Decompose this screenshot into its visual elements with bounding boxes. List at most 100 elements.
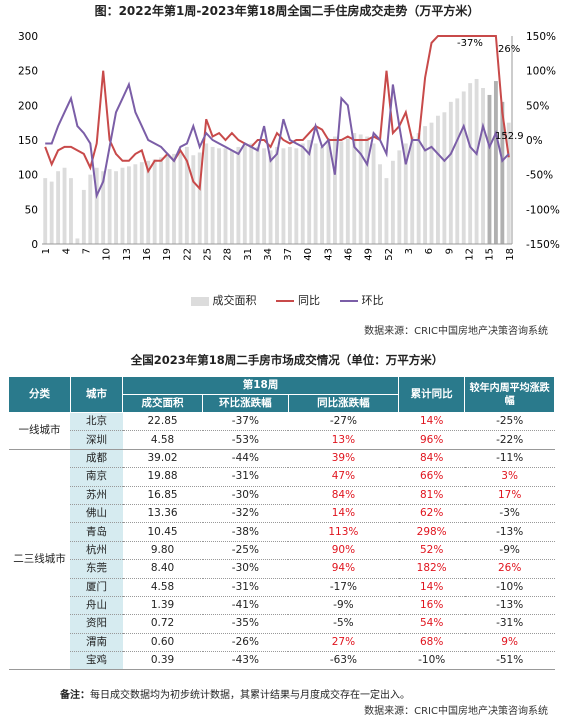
area-bar xyxy=(416,133,421,244)
yoy-cell: 113% xyxy=(288,522,399,542)
area-bar xyxy=(313,143,318,244)
area-bar xyxy=(236,146,241,244)
x-tick-label: 1 xyxy=(41,248,52,254)
wow-cell: -38% xyxy=(202,522,289,542)
yoy-cell: -27% xyxy=(288,412,399,432)
area-bar xyxy=(217,148,221,244)
area-bar xyxy=(94,167,99,244)
table-note: 备注：每日成交数据均为初步统计数据，其累计结果与月度成交存在一定出入。 xyxy=(60,686,410,701)
avg-cell: 26% xyxy=(464,559,555,579)
avg-cell: 3% xyxy=(464,467,555,487)
area-bar xyxy=(69,178,73,244)
header-avg: 较年内周平均涨跌幅 xyxy=(464,376,555,413)
cum-cell: 66% xyxy=(398,467,465,487)
area-cell: 0.60 xyxy=(122,633,203,653)
area-bar xyxy=(172,153,176,244)
area-bar xyxy=(358,134,363,244)
wow-cell: -32% xyxy=(202,504,289,524)
area-bar xyxy=(448,101,453,244)
x-tick-label: 9 xyxy=(444,248,455,254)
area-cell: 4.58 xyxy=(122,578,203,597)
x-tick-label: 49 xyxy=(364,248,375,261)
wow-cell: -37% xyxy=(202,412,289,432)
wow-cell: -30% xyxy=(202,559,289,579)
area-bar xyxy=(184,146,189,244)
legend-wow-label: 环比 xyxy=(361,294,384,307)
area-bar xyxy=(159,157,164,244)
area-bar xyxy=(481,88,485,244)
note-label: 备注： xyxy=(60,690,90,701)
area-bar xyxy=(178,152,183,244)
area-bar xyxy=(210,146,215,244)
city-table: 分类 城市 第18周 累计同比 较年内周平均涨跌幅 成交面积 环比涨跌幅 同比涨… xyxy=(8,376,555,671)
city-cell: 舟山 xyxy=(70,596,123,616)
city-cell: 青岛 xyxy=(70,522,123,542)
area-bar xyxy=(120,167,125,244)
area-cell: 1.39 xyxy=(122,596,203,616)
right-tick-label: 150% xyxy=(526,31,556,43)
right-tick-label: -100% xyxy=(526,204,560,216)
area-bar xyxy=(461,91,466,244)
table-row: 苏州 16.85 -30% 84% 81% 17% xyxy=(9,486,555,505)
area-bar xyxy=(88,174,93,244)
city-cell: 北京 xyxy=(70,412,123,432)
table-row: 一线城市 北京 22.85 -37% -27% 14% -25% xyxy=(8,412,555,450)
wow-cell: -35% xyxy=(202,614,289,634)
area-bar xyxy=(275,146,279,244)
yoy-cell: -5% xyxy=(288,614,399,634)
city-cell: 渭南 xyxy=(70,633,123,653)
table-title: 全国2023年第18周二手房市场成交情况（单位：万平方米） xyxy=(130,353,444,367)
area-bar xyxy=(429,122,434,244)
chart-axes: 0 50 100 150 200 250 300 -150% -100% -50% 0% 50% 100… xyxy=(18,31,560,261)
area-bar xyxy=(107,169,112,244)
area-bar xyxy=(493,81,498,244)
city-cell: 佛山 xyxy=(70,504,123,524)
table-row: 东莞 8.40 -30% 94% 182% 26% xyxy=(9,559,555,579)
area-bar xyxy=(300,143,305,244)
right-tick-label: 0% xyxy=(526,135,543,147)
x-tick-label: 22 xyxy=(182,248,193,261)
avg-cell: -22% xyxy=(464,430,555,450)
area-bar xyxy=(255,146,260,244)
x-tick-label: 52 xyxy=(384,248,395,261)
legend-area: 成交面积 xyxy=(190,292,257,308)
wow-cell: -44% xyxy=(202,449,289,469)
annotation-last-value: 152.9 xyxy=(495,131,524,142)
x-tick-label: 16 xyxy=(142,248,153,261)
city-cell: 深圳 xyxy=(70,430,123,450)
header-area: 成交面积 xyxy=(122,394,203,413)
x-tick-label: 31 xyxy=(243,248,254,261)
area-bar xyxy=(436,115,440,244)
area-bar xyxy=(223,148,228,244)
cum-cell: 96% xyxy=(398,430,465,450)
annotation-peak-label: -37% xyxy=(457,38,483,49)
left-tick-label: 0 xyxy=(31,239,38,251)
area-bar xyxy=(204,143,209,244)
yoy-cell: 90% xyxy=(288,541,399,561)
area-cell: 4.58 xyxy=(122,430,203,450)
left-tick-label: 100 xyxy=(18,170,38,182)
yoy-cell: -17% xyxy=(288,578,399,597)
area-bar xyxy=(474,78,479,244)
area-bar xyxy=(152,159,157,244)
note-text: 每日成交数据均为初步统计数据，其累计结果与月度成交存在一定出入。 xyxy=(90,690,410,701)
area-bar xyxy=(455,98,460,245)
yoy-cell: -63% xyxy=(288,651,399,671)
cum-cell: 62% xyxy=(398,504,465,524)
annotation-pct-label: 26% xyxy=(498,44,520,55)
area-bar xyxy=(333,136,337,244)
yoy-cell: 14% xyxy=(288,504,399,524)
avg-cell: -13% xyxy=(464,522,555,542)
area-bar xyxy=(500,101,505,244)
area-bar xyxy=(397,150,402,244)
table-row: 深圳 4.58 -53% 13% 96% -22% xyxy=(9,430,555,450)
wow-cell: -26% xyxy=(202,633,289,653)
table-row: 二三线城市 成都 39.02 -44% 39% 84% -11% xyxy=(8,449,555,671)
area-bar xyxy=(75,238,80,244)
wow-cell: -41% xyxy=(202,596,289,616)
avg-cell: -9% xyxy=(464,541,555,561)
cum-cell: 68% xyxy=(398,633,465,653)
area-bar xyxy=(242,145,247,244)
x-tick-label: 12 xyxy=(464,248,475,261)
area-bar xyxy=(339,141,344,244)
